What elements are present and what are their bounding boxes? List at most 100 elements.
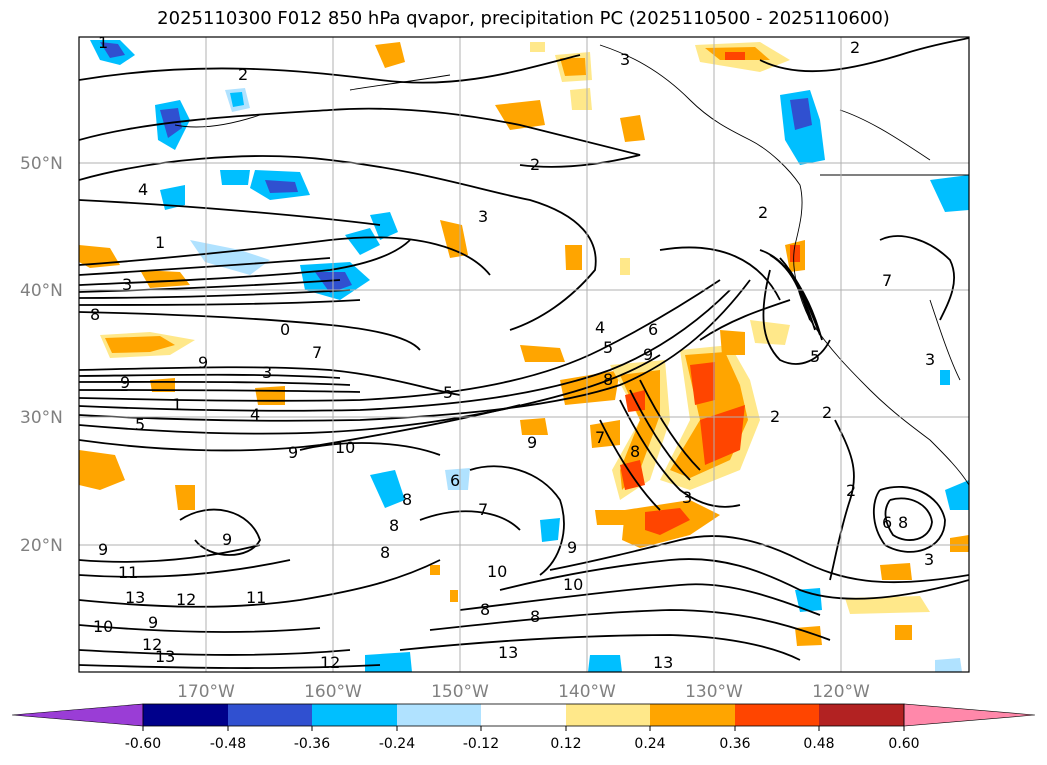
- contour-label: 3: [262, 363, 272, 382]
- contour-label: 4: [250, 405, 260, 424]
- contour-label: 6: [450, 471, 460, 490]
- lat-label-50n: 50°N: [20, 154, 63, 174]
- contour-label: 13: [155, 647, 175, 666]
- contour-label: 4: [138, 180, 148, 199]
- contour-label: 2: [822, 403, 832, 422]
- contour-label: 2: [850, 38, 860, 57]
- contour-label: 12: [142, 635, 162, 654]
- map-frame: [78, 36, 970, 673]
- contour-label: 8: [603, 370, 613, 389]
- contour-label: 9: [120, 373, 130, 392]
- colorbar-segment: [143, 704, 228, 726]
- colorbar-tick-label: -0.12: [463, 736, 499, 752]
- contour-label: 10: [93, 617, 113, 636]
- colorbar-tick-label: -0.48: [210, 736, 246, 752]
- contour-label: 2: [530, 155, 540, 174]
- colorbar-segment: [481, 704, 566, 726]
- contour-label: 9: [527, 433, 537, 452]
- contour-label: 9: [98, 540, 108, 559]
- contour-label: 2: [770, 407, 780, 426]
- contour-label: 3: [122, 275, 132, 294]
- contour-label: 2: [238, 65, 248, 84]
- colorbar-tick-label: 0.36: [719, 736, 750, 752]
- contour-label: 5: [443, 383, 453, 402]
- colorbar-tick-label: 0.60: [888, 736, 919, 752]
- contour-label: 11: [246, 588, 266, 607]
- contour-label: 10: [487, 562, 507, 581]
- contour-label: 0: [280, 320, 290, 339]
- lon-label-120w: 120°W: [812, 682, 870, 702]
- colorbar-segment: [650, 704, 735, 726]
- colorbar-tick-label: 0.24: [634, 736, 665, 752]
- colorbar-segment: [566, 704, 650, 726]
- contour-label: 8: [90, 305, 100, 324]
- contour-label: 6: [882, 513, 892, 532]
- contour-label: 9: [288, 443, 298, 462]
- contour-label: 9: [148, 613, 158, 632]
- colorbar-tick-label: 0.48: [803, 736, 834, 752]
- contour-label: 6: [648, 320, 658, 339]
- contour-label: 2: [846, 481, 856, 500]
- longitude-labels: 170°W 160°W 150°W 140°W 130°W 120°W: [177, 682, 870, 702]
- contour-label: 3: [924, 550, 934, 569]
- colorbar-segment: [228, 704, 312, 726]
- contour-label: 3: [682, 488, 692, 507]
- colorbar-extend-high: [903, 703, 1036, 727]
- lat-label-40n: 40°N: [20, 281, 63, 301]
- colorbar-tick-label: -0.24: [379, 736, 415, 752]
- contour-label: 5: [603, 338, 613, 357]
- colorbar: -0.60 -0.48 -0.36 -0.24 -0.12 0.12 0.24 …: [11, 703, 1036, 752]
- colorbar-tick-label: 0.12: [550, 736, 581, 752]
- colorbar-ticks: [142, 726, 905, 731]
- colorbar-segment: [735, 704, 819, 726]
- contour-label: 8: [389, 516, 399, 535]
- contour-label: 8: [630, 442, 640, 461]
- map-title: 2025110300 F012 850 hPa qvapor, precipit…: [157, 8, 890, 29]
- lon-label-130w: 130°W: [685, 682, 743, 702]
- lat-label-20n: 20°N: [20, 536, 63, 556]
- colorbar-extend-low: [11, 703, 144, 727]
- qvapor-contours: [79, 37, 969, 669]
- contour-label: 8: [380, 543, 390, 562]
- colorbar-segment: [397, 704, 481, 726]
- contour-label: 3: [478, 207, 488, 226]
- contour-label: 3: [925, 350, 935, 369]
- contour-label: 8: [480, 600, 490, 619]
- colorbar-tick-label: -0.60: [125, 736, 161, 752]
- contour-label: 5: [135, 415, 145, 434]
- contour-label: 1: [172, 395, 182, 414]
- map-plot-area: 1 2 2 3 4 2 3 1 3 8 0 9 7 9 3 5 1 4 9 10…: [79, 33, 969, 672]
- contour-label: 9: [567, 538, 577, 557]
- contour-label: 13: [653, 653, 673, 672]
- contour-label: 12: [176, 590, 196, 609]
- coastlines: [174, 44, 969, 486]
- contour-label: 7: [312, 343, 322, 362]
- contour-label: 3: [620, 50, 630, 69]
- contour-label: 13: [125, 588, 145, 607]
- lon-label-150w: 150°W: [431, 682, 489, 702]
- lon-label-140w: 140°W: [558, 682, 616, 702]
- colorbar-segment: [312, 704, 397, 726]
- colorbar-tick-label: -0.36: [294, 736, 330, 752]
- lon-label-160w: 160°W: [304, 682, 362, 702]
- map-gridlines: [79, 37, 969, 672]
- contour-label: 7: [882, 271, 892, 290]
- contour-label: 7: [595, 428, 605, 447]
- contour-label: 8: [898, 513, 908, 532]
- contour-label: 9: [643, 345, 653, 364]
- contour-label: 10: [335, 438, 355, 457]
- contour-label: 4: [595, 318, 605, 337]
- contour-label: 1: [155, 233, 165, 252]
- contour-label: 12: [320, 653, 340, 672]
- colorbar-segment: [819, 704, 904, 726]
- contour-label: 8: [530, 607, 540, 626]
- contour-label: 11: [118, 563, 138, 582]
- contour-label: 1: [98, 33, 108, 52]
- contour-label: 9: [222, 530, 232, 549]
- contour-label: 9: [198, 353, 208, 372]
- contour-label: 8: [402, 490, 412, 509]
- lon-label-170w: 170°W: [177, 682, 235, 702]
- latitude-labels: 50°N 40°N 30°N 20°N: [20, 154, 63, 556]
- contour-label: 13: [498, 643, 518, 662]
